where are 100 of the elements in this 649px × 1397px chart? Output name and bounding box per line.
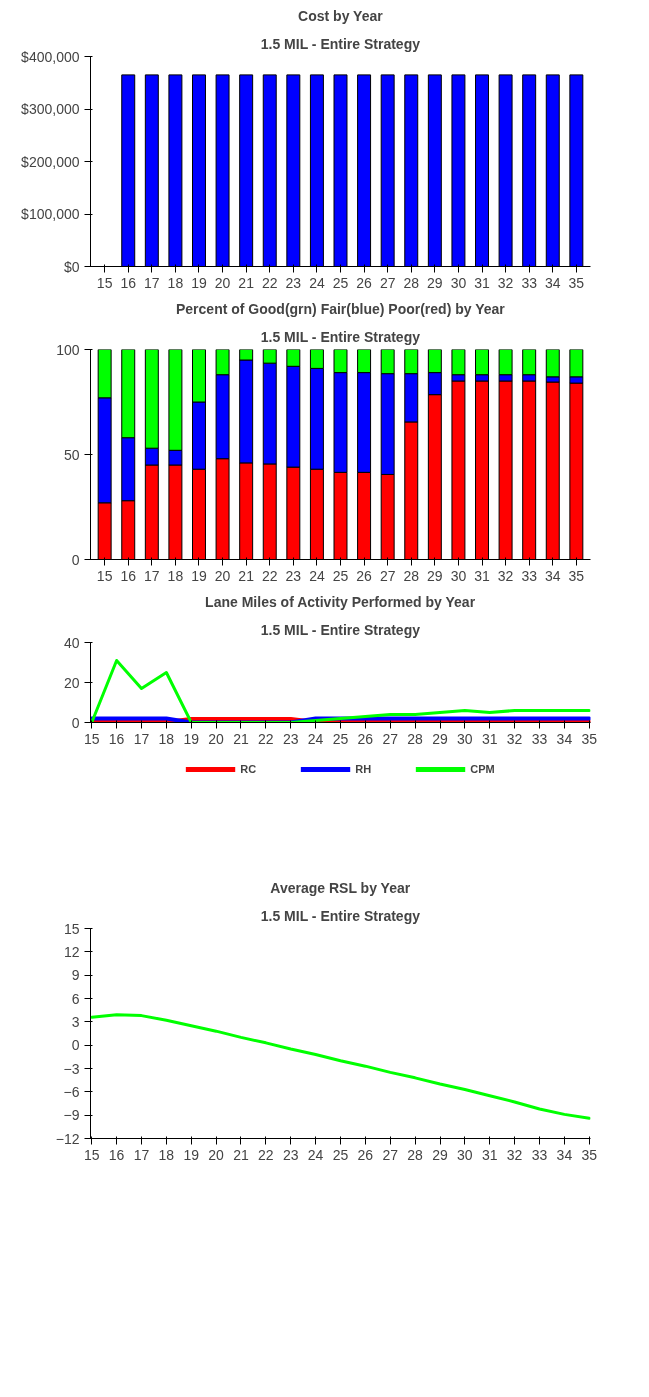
x-tick-label: 33 (531, 1146, 548, 1163)
x-tick-label: 25 (332, 1146, 349, 1163)
x-tick-label: 22 (261, 274, 278, 291)
x-tick-label: 15 (96, 567, 113, 584)
y-tick-label: $400,000 (21, 48, 80, 65)
y-tick-label: $0 (63, 258, 80, 275)
x-tick-label: 24 (309, 567, 325, 584)
x-tick-label: 35 (568, 567, 585, 584)
y-tick-label: 6 (71, 990, 80, 1007)
line-series (90, 1013, 591, 1120)
x-tick-label: 20 (214, 567, 231, 584)
x-tick-label: 20 (208, 730, 225, 747)
x-tick-label: 25 (332, 274, 349, 291)
x-tick-label: 23 (282, 1146, 299, 1163)
x-tick-label: 23 (282, 730, 299, 747)
x-tick-label: 16 (120, 567, 137, 584)
x-tick-label: 22 (261, 567, 278, 584)
x-tick-label: 23 (285, 567, 302, 584)
x-tick-label: 19 (191, 567, 207, 584)
y-tick-label: 0 (71, 1037, 80, 1054)
x-tick-label: 27 (379, 567, 396, 584)
x-tick-label: 26 (356, 274, 373, 291)
chart-subtitle: 1.5 MIL - Entire Strategy (260, 35, 421, 52)
legend-label: CPM (470, 763, 495, 775)
x-tick-label: 15 (83, 730, 100, 747)
chart-title: Average RSL by Year (270, 879, 411, 896)
y-tick-label: −9 (63, 1107, 80, 1124)
y-tick-label: 0 (71, 714, 80, 731)
x-tick-label: 17 (133, 1146, 150, 1163)
x-tick-label: 28 (407, 1146, 424, 1163)
x-tick-label: 17 (144, 274, 160, 291)
x-tick-label: 16 (120, 274, 137, 291)
x-tick-label: 24 (307, 1146, 324, 1163)
y-tick-label: 9 (71, 967, 80, 984)
x-tick-label: 18 (167, 567, 184, 584)
y-tick-label: 100 (56, 341, 80, 358)
x-tick-label: 21 (238, 274, 255, 291)
x-tick-label: 20 (214, 274, 231, 291)
y-tick-label: 50 (63, 446, 80, 463)
x-tick-label: 29 (432, 1146, 448, 1163)
x-tick-label: 32 (497, 274, 514, 291)
x-tick-label: 21 (233, 1146, 249, 1163)
x-tick-label: 23 (285, 274, 302, 291)
x-tick-label: 21 (233, 730, 249, 747)
x-tick-label: 30 (457, 730, 473, 747)
x-tick-label: 18 (167, 274, 184, 291)
chart-title: Percent of Good(grn) Fair(blue) Poor(red) by Year (175, 300, 506, 317)
x-tick-label: 19 (183, 730, 200, 747)
x-tick-label: 17 (133, 730, 150, 747)
chart-subtitle: 1.5 MIL - Entire Strategy (260, 328, 421, 345)
x-tick-label: 18 (158, 730, 175, 747)
x-tick-label: 28 (403, 274, 420, 291)
y-tick-label: −3 (63, 1060, 80, 1077)
x-tick-label: 16 (108, 1146, 125, 1163)
x-tick-label: 21 (238, 567, 255, 584)
x-tick-label: 26 (357, 730, 374, 747)
x-tick-label: 30 (450, 274, 467, 291)
x-tick-label: 27 (382, 730, 399, 747)
x-tick-label: 26 (356, 567, 373, 584)
y-tick-label: 3 (71, 1013, 80, 1030)
chart-title: Lane Miles of Activity Performed by Year (205, 593, 476, 610)
chart-title: Cost by Year (298, 7, 384, 24)
x-tick-label: 24 (309, 274, 325, 291)
x-tick-label: 27 (382, 1146, 399, 1163)
x-tick-label: 34 (544, 567, 561, 584)
x-tick-label: 25 (332, 730, 349, 747)
x-tick-label: 15 (83, 1146, 100, 1163)
legend-label: RC (240, 763, 258, 775)
x-tick-label: 33 (531, 730, 548, 747)
x-tick-label: 31 (481, 730, 498, 747)
x-tick-label: 29 (427, 567, 443, 584)
x-tick-label: 26 (357, 1146, 374, 1163)
x-tick-label: 28 (403, 567, 420, 584)
x-tick-label: 25 (332, 567, 349, 584)
y-tick-label: 20 (63, 674, 80, 691)
legend-label: RH (355, 763, 373, 775)
x-tick-label: 22 (258, 1146, 274, 1163)
chart-subtitle: 1.5 MIL - Entire Strategy (260, 907, 421, 924)
x-tick-label: 18 (158, 1146, 175, 1163)
x-tick-label: 22 (258, 730, 274, 747)
x-tick-label: 32 (506, 1146, 523, 1163)
x-tick-label: 33 (521, 274, 538, 291)
y-tick-label: 0 (71, 551, 80, 568)
x-tick-label: 35 (581, 1146, 598, 1163)
x-tick-label: 34 (556, 730, 573, 747)
x-tick-label: 24 (307, 730, 324, 747)
x-tick-label: 31 (474, 274, 491, 291)
x-tick-label: 34 (556, 1146, 573, 1163)
x-tick-label: 16 (108, 730, 125, 747)
x-tick-label: 15 (96, 274, 113, 291)
x-tick-label: 29 (432, 730, 448, 747)
y-tick-label: $200,000 (21, 153, 80, 170)
x-tick-label: 32 (506, 730, 523, 747)
x-tick-label: 33 (521, 567, 538, 584)
x-tick-label: 30 (457, 1146, 473, 1163)
x-tick-label: 28 (407, 730, 424, 747)
chart-subtitle: 1.5 MIL - Entire Strategy (260, 621, 421, 638)
y-tick-label: 12 (63, 943, 80, 960)
y-tick-label: $300,000 (21, 101, 80, 117)
x-tick-label: 20 (208, 1146, 225, 1163)
